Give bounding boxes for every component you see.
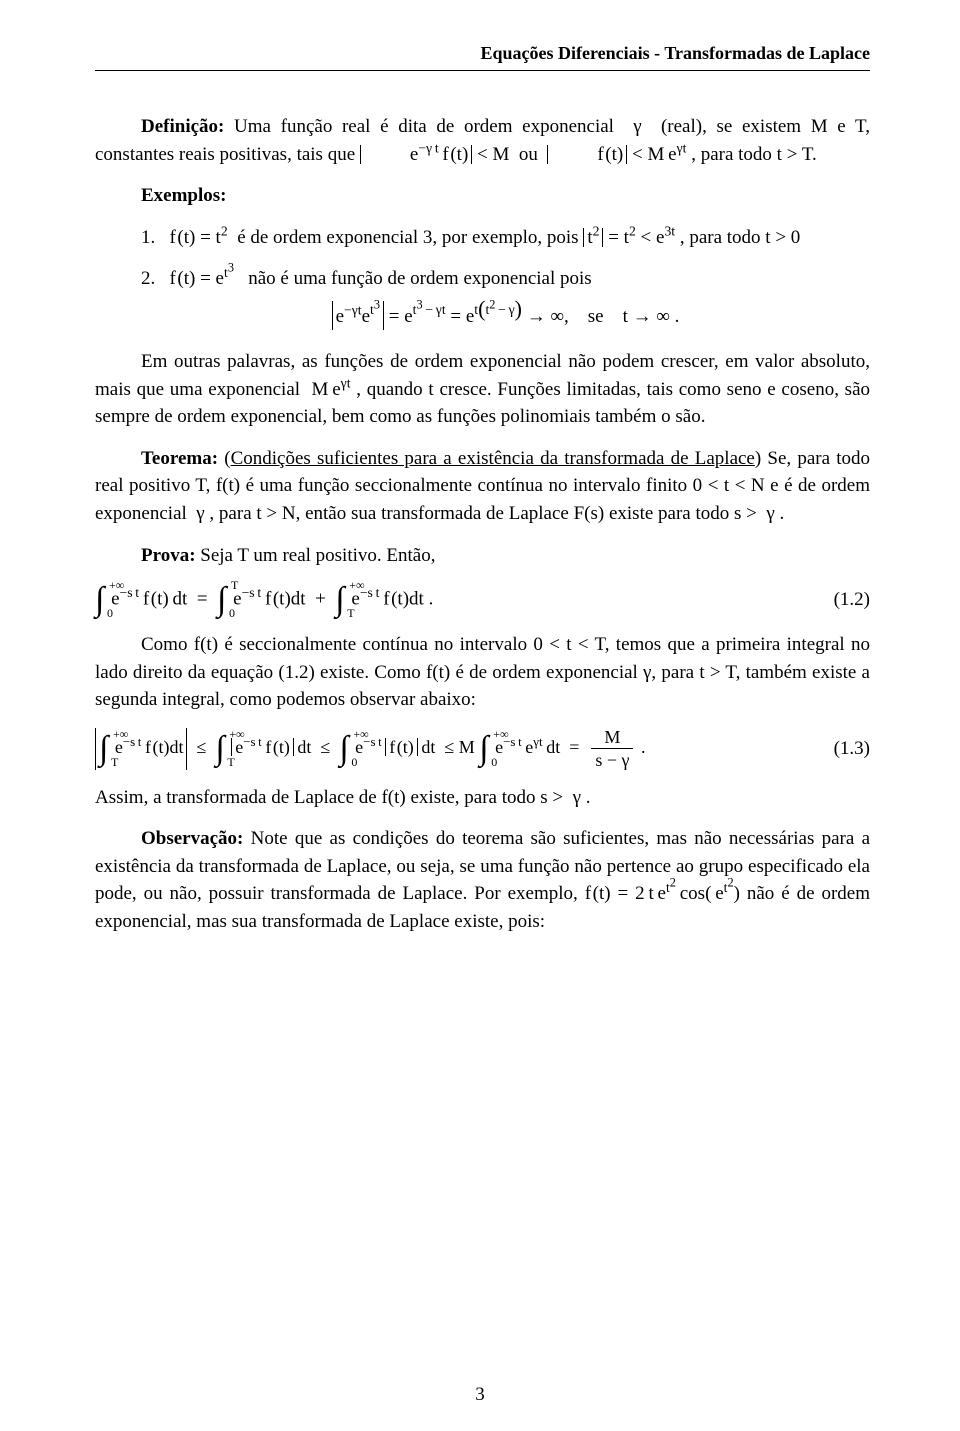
- definition-paragraph: Definição: Uma função real é dita de ord…: [95, 113, 870, 168]
- theorem-label: Teorema:: [141, 448, 218, 469]
- observation-inline-eq: f (t) = 2 t et2 cos( et2): [585, 883, 740, 904]
- definition-inline-eq: e−γ t f (t) < M ou f (t) < M eγt: [360, 144, 691, 165]
- example-2-text: 2. f (t) = et3 não é uma função de ordem…: [141, 268, 592, 289]
- definition-label: Definição:: [141, 116, 224, 137]
- proof-label: Prova:: [141, 545, 196, 566]
- paragraph-after-1-2: Como f(t) é seccionalmente contínua no i…: [95, 631, 870, 714]
- equation-1-3-tag: (1.3): [800, 735, 870, 763]
- theorem-paragraph: Teorema: (Condições suficientes para a e…: [95, 445, 870, 528]
- theorem-title-underlined: Condições suficientes para a existência …: [231, 448, 755, 469]
- example-1-eq: t2 = t2 < e3t: [583, 227, 675, 248]
- observation-label: Observação:: [141, 828, 243, 849]
- proof-intro: Prova: Seja T um real positivo. Então,: [95, 542, 870, 570]
- example-1-text-a: 1. f (t) = t2 é de ordem exponencial 3, …: [141, 227, 583, 248]
- examples-list: 1. f (t) = t2 é de ordem exponencial 3, …: [141, 224, 870, 331]
- equation-1-3-row: ∫+∞T e−s t f (t)dt ≤ ∫+∞T e−s t f (t) dt…: [95, 728, 870, 770]
- running-header: Equações Diferenciais - Transformadas de…: [95, 40, 870, 66]
- equation-1-2-tag: (1.2): [800, 586, 870, 614]
- example-2-display-eq: e−γtet3 = et3 − γt = et(t2 − γ) → ∞, se …: [141, 301, 870, 330]
- equation-1-3: ∫+∞T e−s t f (t)dt ≤ ∫+∞T e−s t f (t) dt…: [95, 728, 800, 770]
- definition-text-b: , para todo t > T.: [691, 144, 817, 165]
- observation-paragraph: Observação: Note que as condições do teo…: [95, 825, 870, 935]
- paragraph-growth: Em outras palavras, as funções de ordem …: [95, 348, 870, 431]
- example-1: 1. f (t) = t2 é de ordem exponencial 3, …: [141, 224, 870, 252]
- proof-text: Seja T um real positivo. Então,: [196, 545, 436, 566]
- page: Equações Diferenciais - Transformadas de…: [0, 0, 960, 1431]
- equation-1-2: ∫+∞0 e−s t f (t) dt = ∫T0 e−s t f (t)dt …: [95, 583, 800, 617]
- paragraph-conclusion: Assim, a transformada de Laplace de f(t)…: [95, 784, 870, 812]
- equation-1-2-row: ∫+∞0 e−s t f (t) dt = ∫T0 e−s t f (t)dt …: [95, 583, 870, 617]
- page-number: 3: [0, 1381, 960, 1409]
- header-rule: [95, 70, 870, 71]
- theorem-close-paren: ): [755, 448, 761, 469]
- example-2: 2. f (t) = et3 não é uma função de ordem…: [141, 265, 870, 330]
- example-1-text-b: , para todo t > 0: [680, 227, 800, 248]
- examples-label: Exemplos:: [95, 182, 870, 210]
